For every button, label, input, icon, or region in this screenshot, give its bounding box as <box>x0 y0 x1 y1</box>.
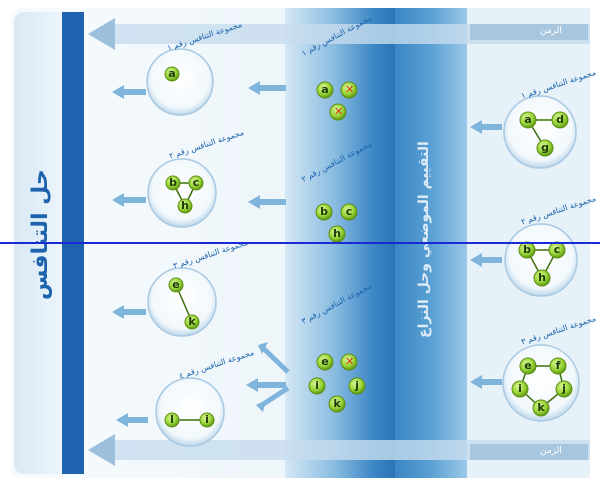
node-label: c <box>345 205 353 218</box>
time-label-top: الزمن <box>540 26 562 36</box>
center-band-title: التقييم الموضعي وحل النزاع <box>416 141 432 339</box>
time-label-bottom: الزمن <box>540 446 562 456</box>
node-label: i <box>518 382 522 395</box>
node-label: h <box>181 199 189 212</box>
left-circle-4 <box>155 377 225 447</box>
node-label: c <box>192 176 200 189</box>
left-circle-3 <box>147 267 217 337</box>
center-arrows <box>246 81 290 412</box>
node-label: a <box>524 113 532 126</box>
node-label: k <box>537 401 545 414</box>
node-label: e <box>172 278 180 291</box>
node-label: a <box>168 67 176 80</box>
left-circle-1 <box>146 48 214 116</box>
right-circle-1 <box>503 95 577 169</box>
node-label: k <box>188 315 196 328</box>
node-label: d <box>556 113 564 126</box>
node-label: i <box>205 413 209 426</box>
node-label: ✕ <box>345 355 355 368</box>
node-label: h <box>538 271 546 284</box>
center-group-2 <box>315 203 358 243</box>
horizontal-divider <box>0 242 600 244</box>
left-circle-2 <box>147 158 217 228</box>
center-group-1 <box>316 81 358 121</box>
left-band-title: حل التنافس <box>28 169 53 301</box>
node-label: b <box>320 205 328 218</box>
node-label: h <box>333 227 341 240</box>
node-label: g <box>541 141 549 154</box>
node-label: a <box>321 83 329 96</box>
node-label: k <box>333 397 341 410</box>
node-label: ✕ <box>334 105 344 118</box>
node-label: j <box>355 379 359 392</box>
node-label: f <box>555 359 561 372</box>
node-label: c <box>553 243 561 256</box>
node-label: b <box>169 176 177 189</box>
center-group-3 <box>308 353 366 413</box>
node-label: e <box>524 359 532 372</box>
node-label: b <box>523 243 531 256</box>
left-arrows <box>112 85 148 427</box>
right-circle-3 <box>502 344 580 422</box>
node-label: e <box>321 355 329 368</box>
node-label: i <box>315 379 319 392</box>
node-label: j <box>562 382 566 395</box>
right-circle-2 <box>504 223 578 297</box>
node-label: ✕ <box>345 83 355 96</box>
node-label: l <box>170 413 174 426</box>
right-arrows <box>470 120 502 389</box>
